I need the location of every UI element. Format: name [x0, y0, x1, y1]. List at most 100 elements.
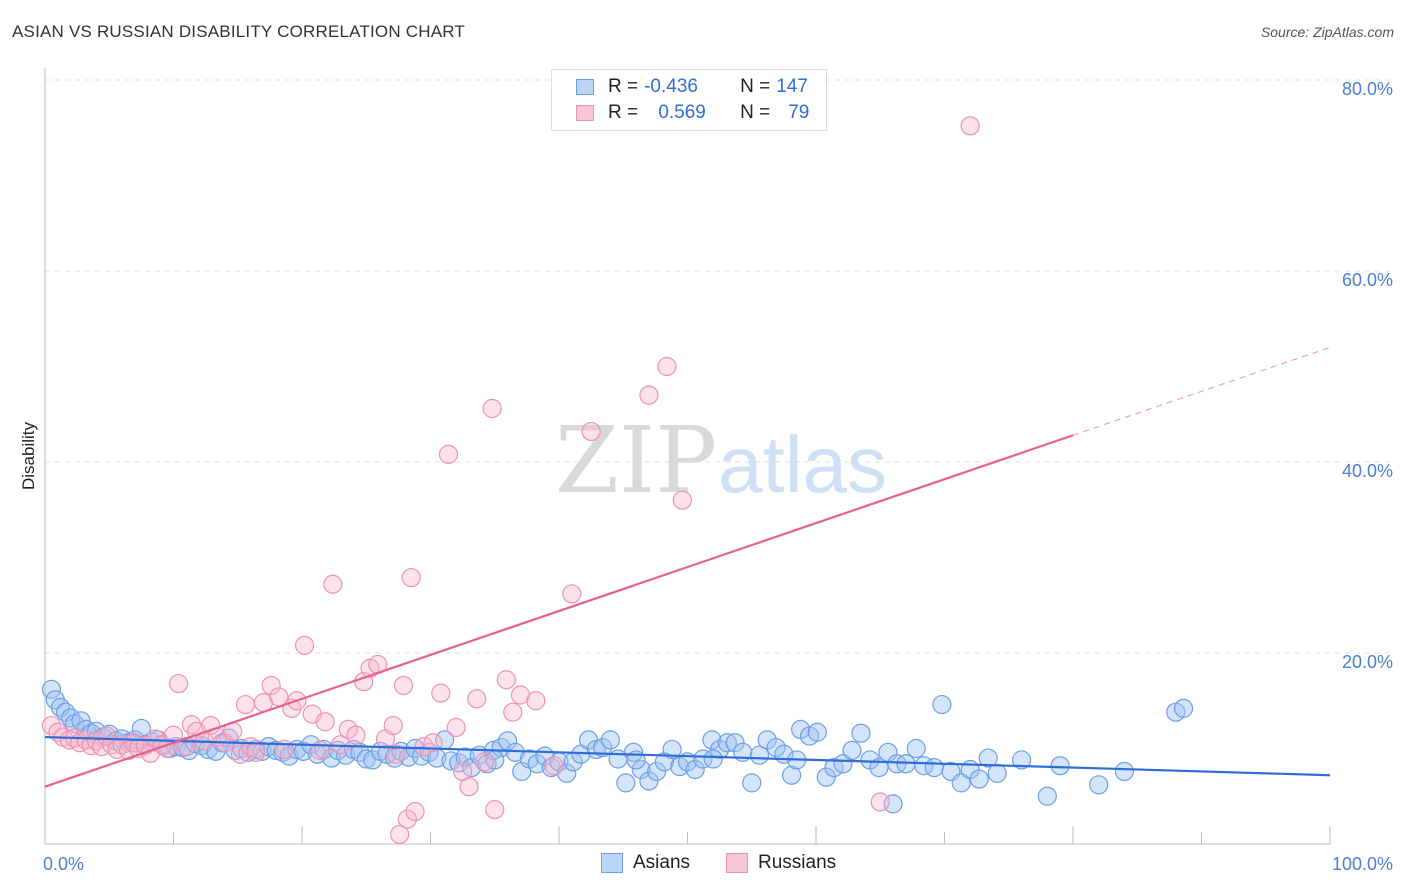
legend-swatch-russians	[576, 105, 594, 121]
data-point-russians	[346, 725, 366, 745]
data-point-russians	[235, 694, 256, 715]
legend: R = -0.436 N = 147 R = 0.569 N = 79	[551, 69, 827, 131]
data-point-russians	[467, 689, 487, 709]
data-point-asians	[717, 733, 737, 753]
data-point-russians	[124, 733, 144, 753]
data-point-russians	[581, 421, 601, 442]
data-point-russians	[485, 800, 505, 820]
data-point-russians	[446, 717, 466, 738]
data-point-asians	[924, 757, 944, 778]
data-point-russians	[397, 809, 417, 829]
tick-labels: 20.0% 40.0% 60.0% 80.0% 0.0% 100.0%	[43, 79, 1393, 874]
data-point-asians	[742, 773, 762, 793]
legend-row-russians: R = 0.569 N = 79	[576, 101, 809, 125]
bottom-legend-asians: Asians	[601, 852, 690, 874]
source-label: Source: ZipAtlas.com	[1260, 24, 1394, 40]
y-tick-label: 40.0%	[1342, 461, 1393, 481]
data-point-asians	[600, 730, 621, 750]
data-point-asians	[623, 742, 644, 762]
x-tick-label: 0.0%	[43, 854, 84, 874]
data-point-russians	[431, 683, 451, 703]
data-point-russians	[405, 801, 425, 822]
bottom-legend-swatch-asians	[601, 853, 623, 873]
data-point-asians	[1050, 756, 1070, 776]
data-point-asians	[851, 723, 871, 743]
data-point-russians	[315, 712, 335, 732]
axes	[44, 68, 1331, 845]
data-point-russians	[562, 584, 582, 604]
data-point-asians	[639, 771, 659, 791]
data-point-asians	[725, 733, 745, 753]
bottom-legend-label-asians: Asians	[633, 852, 691, 873]
legend-r-label: R =	[608, 76, 639, 97]
data-point-asians	[842, 740, 862, 761]
legend-row-asians: R = -0.436 N = 147	[576, 75, 808, 99]
data-point-asians	[662, 739, 682, 760]
x-tick-label: 100.0%	[1332, 854, 1393, 874]
data-point-russians	[423, 733, 443, 753]
data-point-russians	[526, 691, 546, 711]
bottom-legend-russians: Russians	[726, 852, 836, 874]
legend-r-value: -0.436	[644, 76, 698, 97]
data-point-asians	[647, 761, 667, 782]
bottom-legend-swatch-russians	[726, 853, 748, 873]
data-point-russians	[496, 670, 516, 690]
data-point-asians	[766, 737, 786, 758]
data-point-asians	[978, 748, 998, 768]
data-point-russians	[672, 490, 692, 510]
data-point-asians	[1011, 750, 1032, 770]
data-point-russians	[201, 715, 221, 736]
data-point-asians	[693, 749, 713, 769]
legend-r-label: R =	[608, 102, 639, 123]
data-point-russians	[383, 715, 403, 736]
data-point-russians	[386, 744, 406, 764]
data-point-russians	[294, 635, 315, 655]
legend-r-value: 0.569	[658, 102, 706, 123]
grid-lines	[45, 79, 1392, 654]
data-point-asians	[41, 679, 62, 699]
y-axis-label: Disability	[19, 421, 38, 490]
data-point-asians	[631, 759, 651, 780]
watermark-atlas: atlas	[718, 420, 887, 509]
trend-lines	[44, 346, 1331, 788]
data-point-asians	[1037, 786, 1057, 806]
data-point-asians	[987, 763, 1007, 783]
data-point-asians	[951, 773, 971, 793]
data-point-russians	[401, 567, 421, 588]
trend-line-extension-russians	[1072, 346, 1331, 436]
bottom-legend-label-russians: Russians	[758, 852, 837, 873]
trend-line-asians	[44, 735, 1331, 777]
data-point-asians	[1114, 761, 1135, 782]
data-point-asians	[527, 754, 547, 774]
series-asians	[41, 679, 1194, 814]
data-point-asians	[321, 748, 342, 768]
data-point-asians	[807, 722, 827, 742]
data-point-russians	[338, 719, 358, 740]
y-tick-label: 20.0%	[1342, 652, 1393, 672]
data-point-russians	[438, 444, 459, 464]
data-point-russians	[503, 702, 523, 722]
data-point-asians	[1089, 775, 1109, 795]
data-point-russians	[246, 742, 266, 762]
legend-n-label: N =	[740, 76, 771, 97]
y-tick-label: 80.0%	[1342, 79, 1393, 99]
data-point-russians	[474, 752, 495, 772]
data-point-russians	[390, 824, 410, 845]
data-point-asians	[932, 694, 952, 715]
legend-n-value: 147	[776, 76, 808, 97]
data-point-asians	[1173, 698, 1194, 718]
data-point-russians	[482, 398, 502, 419]
data-point-asians	[616, 773, 636, 793]
data-point-asians	[969, 769, 989, 789]
data-point-russians	[393, 675, 414, 696]
y-tick-label: 60.0%	[1342, 270, 1393, 290]
data-point-russians	[960, 116, 980, 136]
data-point-asians	[781, 765, 802, 785]
data-point-asians	[816, 767, 836, 787]
legend-n-label: N =	[740, 102, 771, 123]
data-point-asians	[293, 741, 313, 761]
data-point-russians	[870, 792, 890, 812]
data-point-asians	[906, 738, 926, 759]
trend-line-russians	[44, 434, 1074, 788]
